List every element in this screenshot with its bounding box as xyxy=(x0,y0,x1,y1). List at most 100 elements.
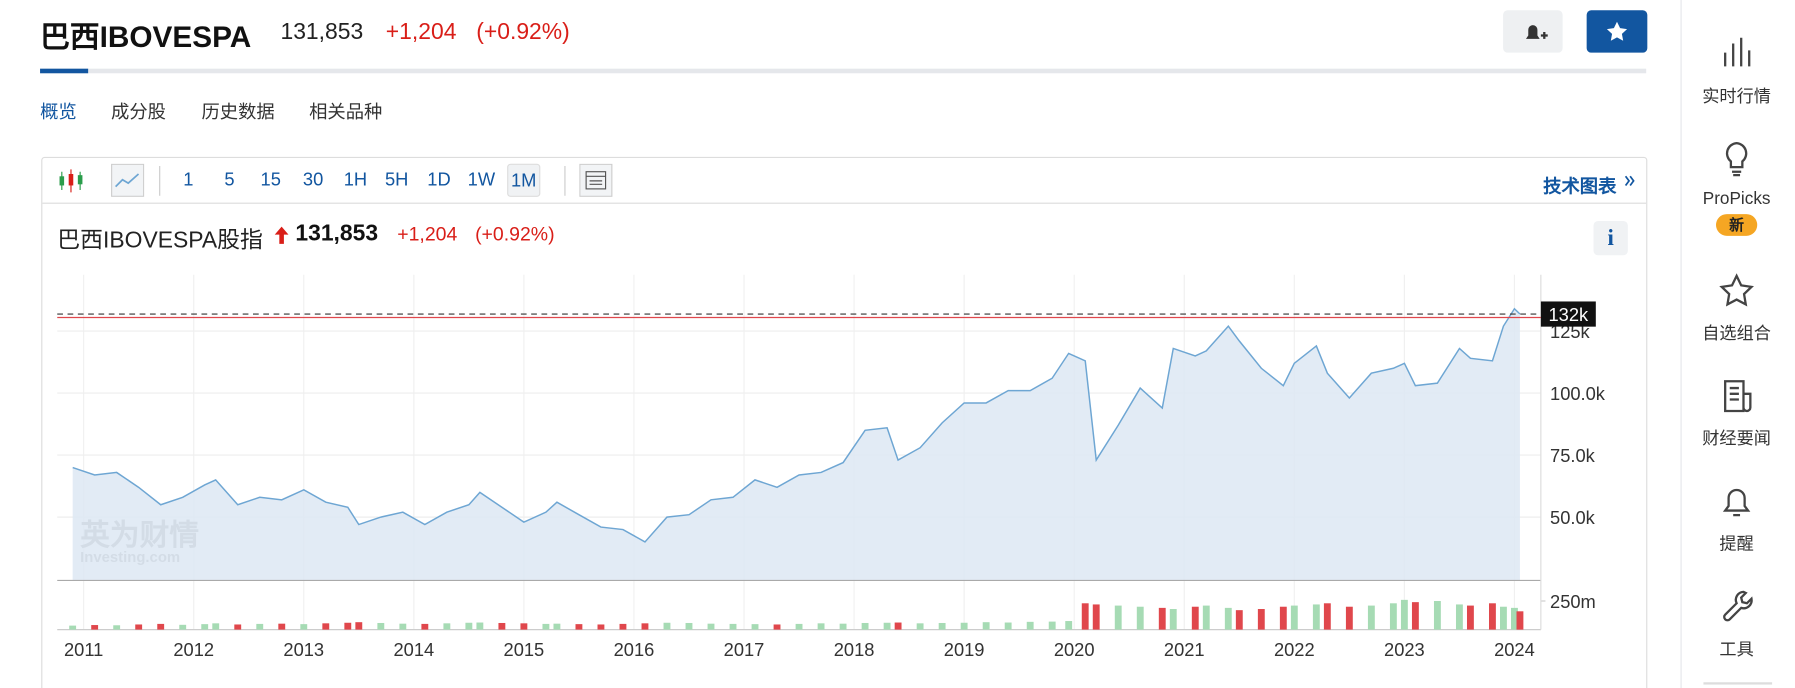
toolbar-divider xyxy=(42,202,1647,204)
area-icon[interactable] xyxy=(111,163,145,197)
y-tick-label: 50.0k xyxy=(1550,507,1596,528)
volume-bar xyxy=(234,624,242,630)
interval-button[interactable]: 1W xyxy=(467,170,496,191)
volume-bar xyxy=(707,623,715,630)
volume-bar xyxy=(1455,604,1463,630)
volume-bar xyxy=(641,623,649,630)
volume-bar xyxy=(1114,605,1122,630)
chart-price: 131,853 xyxy=(295,220,379,247)
volume-bar xyxy=(685,622,693,630)
technical-chart-link[interactable]: 技术图表 xyxy=(1543,177,1617,197)
news-icon[interactable] xyxy=(1721,378,1755,415)
interval-button[interactable]: 15 xyxy=(260,170,281,191)
volume-bar xyxy=(597,624,605,630)
volume-bar xyxy=(322,623,330,630)
volume-bar xyxy=(960,622,968,630)
sidebar-label[interactable]: 工具 xyxy=(1719,639,1754,660)
volume-bar xyxy=(1323,603,1331,630)
x-tick-label: 2018 xyxy=(834,639,875,660)
interval-button[interactable]: 5H xyxy=(384,170,409,191)
volume-bar xyxy=(542,623,550,630)
volume-bar xyxy=(157,623,165,630)
star-outline-icon[interactable] xyxy=(1718,272,1755,309)
interval-button[interactable]: 1 xyxy=(183,170,194,191)
volume-bar xyxy=(344,622,352,630)
volume-bar xyxy=(1026,621,1034,630)
sidebar-label[interactable]: 提醒 xyxy=(1719,534,1754,555)
interval-button[interactable]: 30 xyxy=(302,170,324,191)
volume-bar xyxy=(399,623,407,630)
interval-button[interactable]: 1M xyxy=(507,163,541,197)
volume-bar xyxy=(1136,606,1144,630)
progress-track xyxy=(40,68,1647,74)
sidebar-border xyxy=(1680,0,1682,688)
volume-bar xyxy=(861,622,869,630)
volume-bar xyxy=(1257,609,1265,630)
interval-button[interactable]: 5 xyxy=(224,170,235,191)
volume-bar xyxy=(465,622,473,630)
bell-icon[interactable] xyxy=(1721,483,1753,520)
volume-bar xyxy=(377,622,385,630)
volume-bar xyxy=(1048,621,1056,630)
volume-bar xyxy=(520,623,528,630)
layout-icon[interactable] xyxy=(579,163,613,197)
bulb-icon[interactable] xyxy=(1721,140,1753,179)
candle-icon[interactable] xyxy=(55,165,87,197)
volume-bar xyxy=(1400,599,1408,630)
volume-bar xyxy=(619,623,627,630)
volume-bar xyxy=(894,622,902,630)
sidebar-label[interactable]: 实时行情 xyxy=(1702,87,1771,107)
volume-bar xyxy=(1516,611,1524,630)
volume-bar xyxy=(1092,604,1100,630)
y-tick-label: 75.0k xyxy=(1550,445,1596,466)
last-price-box xyxy=(1540,301,1596,327)
change-pct: (+0.92%) xyxy=(476,19,570,45)
info-button[interactable]: i xyxy=(1593,220,1628,256)
volume-bar xyxy=(91,625,99,630)
y2-tick-label: 250m xyxy=(1550,591,1596,612)
volume-bar xyxy=(1345,606,1353,630)
tab[interactable]: 概览 xyxy=(40,103,77,123)
volume-bar xyxy=(1169,609,1177,630)
tools-icon[interactable] xyxy=(1721,588,1755,625)
interval-button[interactable]: 1H xyxy=(343,170,368,191)
volume-bar xyxy=(113,625,121,630)
volume-bar xyxy=(498,622,506,630)
volume-bar xyxy=(938,622,946,630)
volume-bar xyxy=(69,625,77,630)
x-tick-label: 2016 xyxy=(614,639,655,660)
separator xyxy=(564,165,566,196)
volume-bar xyxy=(278,623,286,630)
x-tick-label: 2022 xyxy=(1274,639,1315,660)
sidebar-label[interactable]: 财经要闻 xyxy=(1702,429,1771,449)
volume-bar xyxy=(1081,603,1089,630)
volume-bar xyxy=(256,623,264,630)
watchlist-button[interactable] xyxy=(1586,10,1648,53)
volume-bar xyxy=(1500,606,1507,630)
sidebar-label[interactable]: 自选组合 xyxy=(1702,323,1771,344)
volume-bar xyxy=(1511,607,1518,630)
volume-bar xyxy=(916,623,924,630)
quotes-icon[interactable] xyxy=(1721,34,1753,71)
chart-name: 巴西IBOVESPA股指 xyxy=(57,227,263,253)
tab[interactable]: 相关品种 xyxy=(309,103,383,123)
volume-bar xyxy=(1235,610,1243,630)
chart-change-pct: (+0.92%) xyxy=(475,223,555,245)
volume-bar xyxy=(179,624,187,630)
tab[interactable]: 成分股 xyxy=(111,103,167,123)
volume-bar xyxy=(751,624,759,630)
volume-bar xyxy=(817,623,825,630)
page-title: 巴西IBOVESPA xyxy=(40,19,252,54)
sidebar-label[interactable]: ProPicks xyxy=(1702,188,1771,209)
interval-button[interactable]: 1D xyxy=(427,170,451,191)
volume-bar xyxy=(795,623,803,630)
bell-icon xyxy=(1525,25,1548,42)
volume-bar xyxy=(443,623,451,630)
separator xyxy=(159,165,161,196)
tab[interactable]: 历史数据 xyxy=(201,103,275,123)
alert-button[interactable] xyxy=(1503,10,1563,53)
x-tick-label: 2020 xyxy=(1054,639,1095,660)
x-tick-label: 2013 xyxy=(283,639,324,660)
